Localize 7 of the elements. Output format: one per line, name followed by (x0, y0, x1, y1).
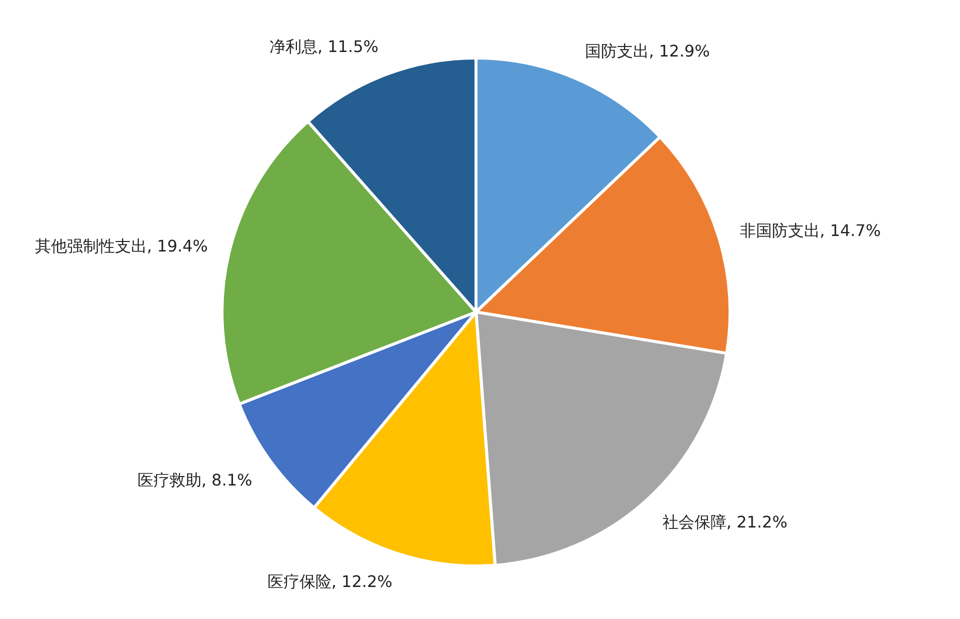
slice-label: 国防支出, 12.9% (584, 41, 710, 60)
slice-label: 社会保障, 21.2% (662, 512, 788, 532)
slice-label: 净利息, 11.5% (269, 36, 378, 56)
slice-label: 非国防支出, 14.7% (740, 220, 881, 240)
slice-label: 医疗救助, 8.1% (137, 470, 252, 490)
slice-label: 医疗保险, 12.2% (267, 572, 392, 592)
slice-label: 其他强制性支出, 19.4% (34, 236, 208, 256)
